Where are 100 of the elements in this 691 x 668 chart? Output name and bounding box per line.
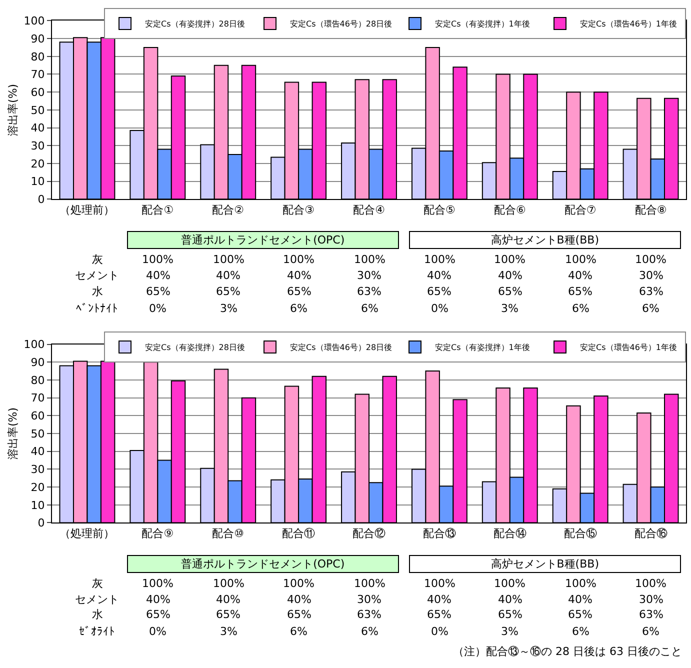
- text: 3%: [501, 625, 518, 638]
- x-tick-label: 配合②: [212, 203, 244, 216]
- text: 0%: [431, 625, 448, 638]
- text: 100%: [354, 577, 386, 590]
- legend-label: 安定Cs（環告46号）1年後: [580, 343, 678, 352]
- text: 100%: [424, 253, 456, 266]
- text: 65%: [568, 608, 592, 621]
- text: 灰: [92, 577, 103, 590]
- text: 40%: [427, 269, 452, 282]
- text: 100%: [213, 253, 244, 266]
- text: 40%: [216, 593, 240, 606]
- y-tick-label: 80: [30, 50, 45, 64]
- text: 65%: [146, 285, 170, 298]
- text: 65%: [498, 608, 522, 621]
- text: 30%: [357, 593, 382, 606]
- y-tick-label: 60: [30, 410, 45, 423]
- text: 6%: [642, 302, 660, 315]
- text: 灰: [92, 253, 103, 266]
- y-tick-label: 100: [24, 14, 45, 28]
- text: 100%: [283, 577, 314, 590]
- text: 100%: [494, 577, 526, 590]
- y-tick-label: 70: [30, 392, 45, 405]
- text: 0%: [149, 302, 166, 315]
- x-tick-label: （処理前）: [60, 203, 115, 216]
- y-tick-label: 80: [30, 374, 45, 387]
- text: 40%: [216, 269, 240, 282]
- text: 63%: [357, 285, 382, 298]
- x-tick-label: （処理前）: [60, 526, 115, 540]
- text: 普通ポルトランドセメント(OPC): [181, 234, 345, 246]
- text: 65%: [568, 285, 592, 298]
- x-tick-label: 配合⑫: [352, 526, 386, 540]
- text: 100%: [142, 253, 174, 266]
- x-tick-label: 配合⑥: [494, 203, 526, 216]
- y-tick-label: 0: [38, 193, 45, 206]
- text: 100%: [565, 577, 596, 590]
- legend-label: 安定Cs（有姿撹拌）1年後: [435, 20, 530, 29]
- text: （注）配合⑬～⑯の 28 日後は 63 日後のこと: [453, 645, 682, 658]
- text: 100%: [635, 253, 666, 266]
- y-tick-label: 10: [30, 498, 45, 512]
- text: 40%: [287, 269, 312, 282]
- text: 40%: [146, 269, 170, 282]
- text: 100%: [142, 577, 174, 590]
- text: 100%: [283, 253, 314, 266]
- text: 40%: [427, 593, 452, 606]
- y-tick-label: 100: [24, 338, 45, 352]
- text: 63%: [639, 285, 664, 298]
- y-axis-title: 溶出率(%): [6, 407, 20, 460]
- text: ﾍﾞﾝﾄﾅｲﾄ: [76, 302, 118, 315]
- x-tick-label: 配合⑩: [212, 526, 244, 540]
- text: 6%: [572, 625, 590, 638]
- text: 6%: [361, 625, 378, 638]
- y-tick-label: 30: [30, 463, 45, 476]
- text: 高炉セメントB種(BB): [490, 234, 600, 246]
- y-tick-label: 90: [30, 356, 45, 369]
- text: 65%: [216, 285, 240, 298]
- y-tick-label: 60: [30, 86, 45, 99]
- text: 40%: [287, 593, 312, 606]
- text: 高炉セメントB種(BB): [490, 558, 600, 570]
- text: 30%: [357, 269, 382, 282]
- x-tick-label: 配合⑧: [634, 203, 667, 216]
- legend-label: 安定Cs（有姿撹拌）28日後: [145, 20, 245, 29]
- text: 100%: [565, 253, 596, 266]
- text: ｾﾞｵﾗｲﾄ: [79, 625, 115, 638]
- y-tick-label: 50: [30, 427, 45, 440]
- legend-label: 安定Cs（環告46号）1年後: [580, 20, 678, 29]
- x-tick-label: 配合⑪: [282, 526, 316, 540]
- x-tick-label: 配合⑤: [424, 203, 456, 216]
- text: 100%: [354, 253, 386, 266]
- text: 65%: [427, 285, 452, 298]
- y-tick-label: 90: [30, 32, 45, 46]
- text: 30%: [639, 269, 664, 282]
- text: 30%: [639, 593, 664, 606]
- x-tick-label: 配合③: [282, 203, 315, 216]
- text: 普通ポルトランドセメント(OPC): [181, 558, 345, 570]
- y-tick-label: 50: [30, 104, 45, 117]
- y-tick-label: 0: [38, 516, 45, 530]
- y-tick-label: 40: [30, 122, 45, 135]
- text: 水: [92, 608, 103, 621]
- x-tick-label: 配合④: [353, 203, 386, 216]
- text: 65%: [498, 285, 522, 298]
- text: 3%: [220, 625, 238, 638]
- text: 65%: [427, 608, 452, 621]
- text: セメント: [75, 269, 119, 282]
- text: 40%: [568, 269, 592, 282]
- y-tick-label: 40: [30, 445, 45, 458]
- x-tick-label: 配合⑯: [634, 526, 668, 540]
- text: セメント: [75, 593, 119, 606]
- legend-label: 安定Cs（有姿撹拌）1年後: [435, 343, 530, 352]
- x-tick-label: 配合⑦: [564, 203, 596, 216]
- text: 65%: [287, 285, 312, 298]
- text: 3%: [220, 302, 238, 315]
- text: 6%: [290, 302, 308, 315]
- x-tick-label: 配合⑭: [493, 526, 526, 540]
- text: 水: [92, 285, 103, 298]
- text: 65%: [287, 608, 312, 621]
- text: 0%: [149, 625, 166, 638]
- text: 6%: [572, 302, 590, 315]
- text: 40%: [146, 593, 170, 606]
- y-tick-label: 20: [30, 157, 45, 170]
- text: 0%: [431, 302, 448, 315]
